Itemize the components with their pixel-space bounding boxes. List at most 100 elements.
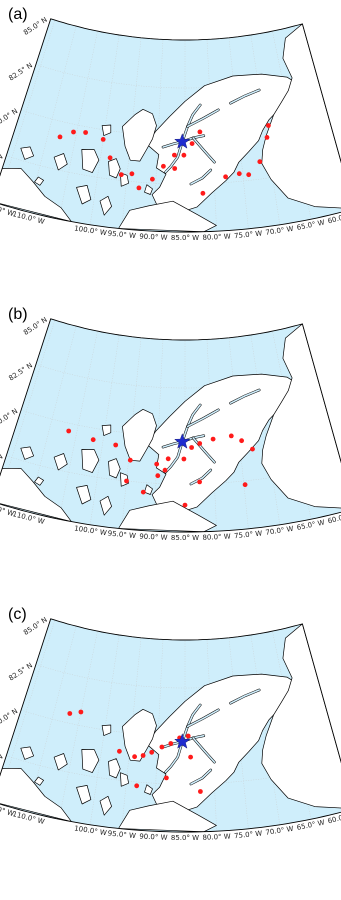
fjord (190, 469, 212, 485)
land-polygon (0, 467, 72, 522)
fjord (229, 389, 260, 404)
station-marker (188, 754, 194, 760)
station-marker (136, 185, 142, 191)
station-marker (181, 152, 187, 158)
station-marker (189, 141, 195, 147)
fjord (229, 689, 260, 704)
longitude-tick-label: 75.0° W (234, 829, 263, 840)
meridian-line (206, 39, 217, 232)
station-marker (90, 437, 96, 443)
longitude-tick-label: 90.0° W (139, 832, 168, 841)
station-marker (124, 478, 129, 484)
fjord (190, 169, 212, 185)
fjord (192, 137, 216, 163)
station-marker (168, 741, 174, 746)
fjord (186, 409, 220, 428)
station-marker (57, 134, 63, 140)
longitude-tick-label: 95.0° W (107, 229, 136, 240)
meridian-line (206, 339, 217, 532)
map-content (0, 320, 341, 532)
map-panel-a: (a) 85.0° N82.5° N80.0° N77.5° N75.0° N1… (0, 0, 341, 300)
meridian-line (58, 331, 98, 520)
longitude-tick-label: 90.0° W (139, 532, 168, 541)
station-marker (189, 445, 195, 450)
fjord (190, 769, 212, 785)
land-polygon (101, 124, 112, 136)
station-marker (228, 433, 234, 439)
land-polygon (118, 800, 217, 832)
land-polygon (261, 23, 341, 210)
station-marker (83, 130, 88, 135)
station-marker (162, 467, 168, 473)
land-polygon (81, 749, 100, 773)
longitude-tick-label: 75.0° W (234, 229, 263, 240)
station-marker (182, 502, 188, 508)
latitude-tick-label: 82.5° N (7, 361, 34, 382)
land-polygon (144, 184, 153, 195)
latitude-tick-label: 82.5° N (7, 661, 34, 682)
map-c: 85.0° N82.5° N80.0° N77.5° N75.0° N115.0… (0, 616, 341, 842)
meridian-line (27, 626, 77, 813)
land-polygon (81, 449, 100, 473)
land-polygon (76, 485, 92, 505)
fjord (181, 704, 201, 743)
land-polygon (108, 458, 121, 479)
station-marker (78, 709, 84, 715)
station-marker (161, 163, 166, 169)
land-polygon (261, 323, 341, 510)
station-marker (197, 441, 203, 446)
station-marker (185, 733, 191, 739)
map-b: 85.0° N82.5° N80.0° N77.5° N75.0° N115.0… (0, 316, 341, 542)
longitude-tick-label: 95.0° W (107, 829, 136, 840)
station-marker (264, 135, 270, 140)
station-marker (239, 438, 245, 444)
station-marker (236, 171, 242, 177)
longitude-tick-label: 90.0° W (139, 232, 168, 241)
meridian-line (153, 339, 164, 532)
land-polygon (53, 153, 68, 171)
land-polygon (122, 108, 157, 162)
longitude-tick-label: 85.0° W (171, 834, 199, 842)
fjord (181, 104, 201, 143)
station-marker (149, 749, 155, 755)
station-marker (200, 190, 206, 196)
fjord (192, 437, 216, 463)
land-polygon (146, 73, 300, 214)
station-marker (210, 436, 216, 442)
map-frame (0, 618, 341, 833)
land-polygon (53, 453, 68, 471)
latitude-tick-label: 85.0° N (22, 16, 49, 37)
panel-label: (a) (8, 6, 28, 23)
map-panel-c: (c) 85.0° N82.5° N80.0° N77.5° N75.0° N1… (0, 600, 341, 900)
station-marker (107, 155, 113, 161)
land-polygon (99, 495, 112, 516)
station-marker (140, 489, 146, 495)
land-polygon (0, 167, 72, 222)
meridian-line (27, 26, 77, 213)
station-marker (197, 479, 203, 485)
land-polygon (146, 673, 300, 814)
station-marker (257, 159, 263, 165)
station-marker (127, 457, 133, 463)
station-marker (71, 129, 76, 135)
station-marker (67, 711, 73, 716)
map-content (0, 20, 341, 232)
station-marker (197, 129, 203, 135)
station-marker (164, 775, 169, 781)
land-polygon (261, 623, 341, 810)
land-polygon (144, 784, 153, 795)
land-polygon (144, 484, 153, 495)
longitude-tick-label: 80.0° W (202, 232, 231, 241)
fjord (186, 709, 220, 728)
station-marker (172, 166, 178, 171)
station-marker (117, 748, 122, 754)
latitude-tick-label: 82.5° N (7, 61, 34, 82)
land-polygon (81, 149, 100, 173)
station-marker (250, 446, 255, 452)
land-polygon (99, 195, 112, 216)
land-polygon (118, 500, 217, 532)
map-frame (0, 318, 341, 533)
latitude-tick-label: 85.0° N (22, 616, 49, 637)
land-polygon (122, 408, 157, 462)
longitude-tick-label: 80.0° W (202, 532, 231, 541)
